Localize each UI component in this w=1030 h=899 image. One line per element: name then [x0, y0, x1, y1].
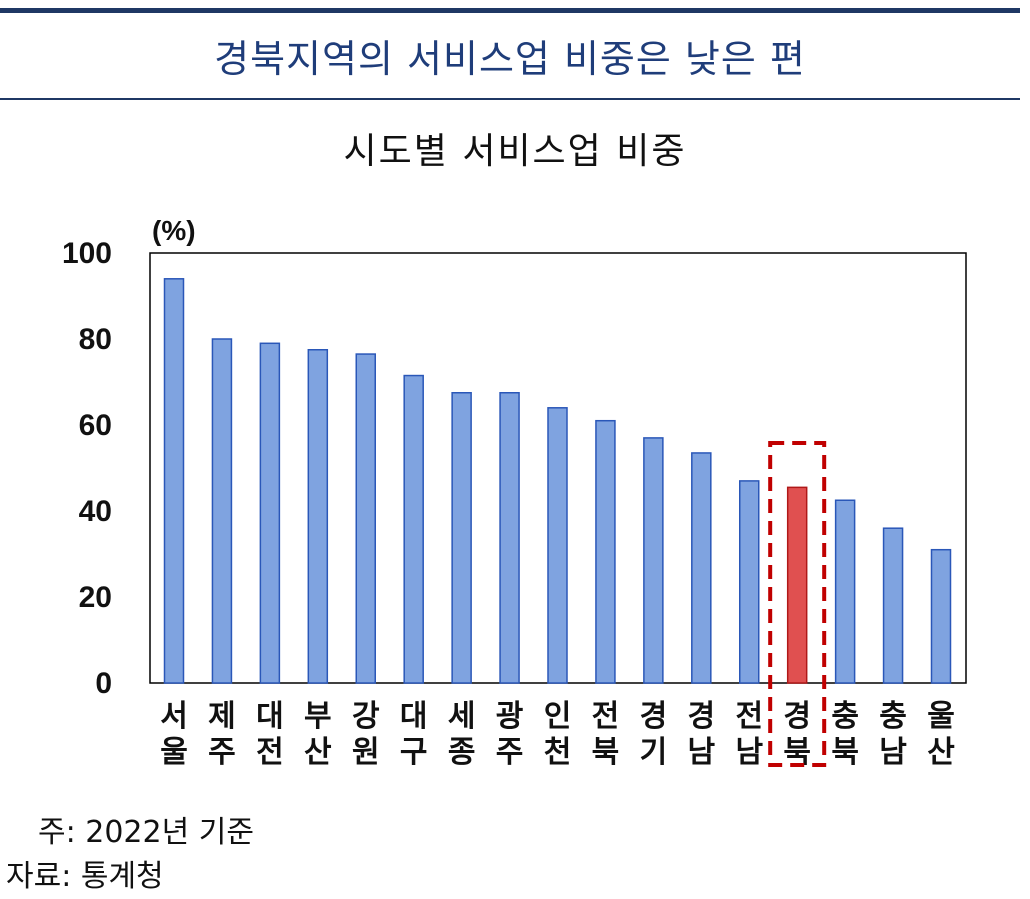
x-tick-label: 전: [256, 735, 284, 770]
x-tick-label: 경: [688, 699, 716, 734]
x-tick-label: 종: [448, 735, 476, 770]
x-tick-label: 세: [448, 699, 476, 734]
x-tick-label: 경: [640, 699, 668, 734]
top-rule: [0, 8, 1020, 13]
note-source: 자료: 통계청: [6, 859, 164, 894]
x-tick-label: 경: [783, 699, 811, 734]
x-tick-label: 전: [735, 699, 763, 734]
x-tick-label: 주: [496, 735, 524, 770]
y-tick-label: 40: [79, 495, 112, 528]
x-tick-label: 구: [400, 735, 428, 770]
y-tick-label: 100: [62, 237, 112, 270]
y-tick-label: 0: [95, 667, 112, 700]
x-tick-label: 남: [879, 735, 907, 770]
bar: [403, 374, 424, 684]
bar: [163, 278, 185, 684]
y-tick-label: 60: [79, 409, 112, 442]
x-tick-label: 충: [831, 699, 859, 734]
x-tick-label: 충: [879, 699, 907, 734]
headline: 경북지역의 서비스업 비중은 낮은 편: [214, 37, 806, 81]
bar: [882, 527, 904, 684]
y-tick-label: 80: [79, 323, 112, 356]
bar: [451, 392, 472, 684]
bar: [499, 392, 520, 684]
headline-rule: [0, 98, 1020, 100]
bar: [547, 407, 568, 684]
y-axis-unit-label: (%): [152, 215, 196, 246]
x-tick-label: 남: [735, 735, 763, 770]
chart-title: 시도별 서비스업 비중: [343, 131, 687, 172]
x-tick-label: 전: [592, 699, 620, 734]
x-tick-label: 제: [208, 699, 236, 734]
x-tick-label: 북: [831, 735, 859, 770]
y-tick-label: 20: [79, 581, 112, 614]
note-basis: 주: 2022년 기준: [38, 815, 254, 850]
x-tick-label: 북: [592, 735, 620, 770]
bar: [355, 353, 376, 684]
bar: [739, 480, 760, 684]
highlight-box: [768, 441, 827, 767]
bar: [930, 548, 952, 684]
bar: [259, 342, 281, 684]
bar-highlighted: [786, 486, 808, 684]
x-tick-label: 산: [304, 735, 332, 770]
x-tick-label: 주: [208, 735, 236, 770]
x-tick-label: 인: [544, 699, 572, 734]
bar: [595, 419, 616, 684]
x-tick-label: 부: [304, 699, 332, 734]
x-tick-label: 남: [688, 735, 716, 770]
x-tick-label: 대: [256, 699, 284, 734]
x-tick-label: 광: [496, 699, 524, 734]
x-tick-label: 산: [927, 735, 955, 770]
x-tick-label: 울: [160, 735, 188, 770]
x-tick-label: 원: [352, 735, 380, 770]
x-tick-label: 울: [927, 699, 955, 734]
bar: [643, 437, 664, 684]
bar: [211, 338, 233, 684]
x-tick-label: 천: [544, 735, 572, 770]
bar: [834, 499, 856, 684]
x-tick-label: 기: [640, 735, 668, 770]
bar: [307, 349, 329, 684]
bar: [691, 452, 712, 684]
x-tick-label: 서: [160, 699, 188, 734]
x-tick-label: 강: [352, 699, 380, 734]
x-tick-label: 대: [400, 699, 428, 734]
